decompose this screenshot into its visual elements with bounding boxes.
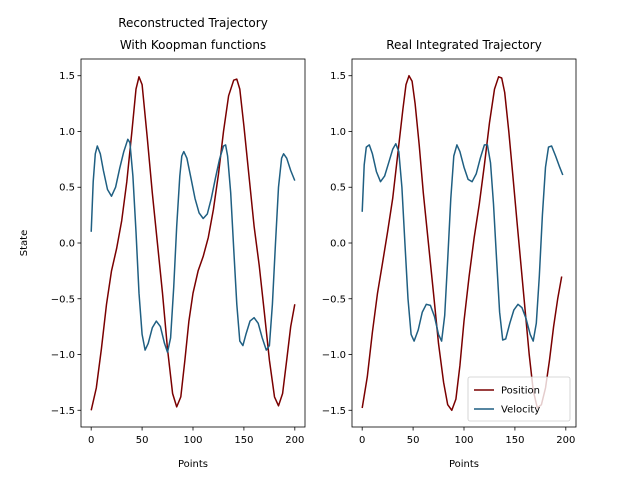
chart-title: Real Integrated Trajectory <box>386 38 542 52</box>
series-line-velocity <box>90 138 296 354</box>
x-axis-label: Points <box>178 459 208 470</box>
y-tick-label: −0.5 <box>322 294 346 305</box>
x-tick-label: 50 <box>407 435 420 446</box>
legend-entry-velocity: Velocity <box>501 405 540 416</box>
y-tick-label: 1.0 <box>59 127 75 138</box>
y-tick-label: 1.5 <box>59 71 75 82</box>
x-tick-label: 100 <box>183 435 202 446</box>
x-tick-label: 200 <box>285 435 304 446</box>
y-tick-label: 0.0 <box>330 239 346 250</box>
x-tick-label: 100 <box>454 435 473 446</box>
x-tick-label: 0 <box>359 435 365 446</box>
left-panel: 0 50 100 150 200 −1.5 −1.0 −0.5 0.0 0.5 1.0 1.5 Poin… <box>19 16 306 470</box>
x-tick-label: 150 <box>234 435 253 446</box>
y-tick-label: 0.0 <box>59 239 75 250</box>
x-axis-label: Points <box>449 459 479 470</box>
series-line-position <box>90 76 296 411</box>
chart-title: With Koopman functions <box>120 38 266 52</box>
legend-entry-position: Position <box>501 386 540 397</box>
y-axis-label: State <box>19 230 30 256</box>
legend: Position Velocity <box>467 376 571 422</box>
x-tick-label: 200 <box>556 435 575 446</box>
x-tick-label: 50 <box>136 435 149 446</box>
right-panel: 0 50 100 150 200 −1.5 −1.0 −0.5 0.0 0.5 1.0 1.5 Poin… <box>322 38 577 470</box>
y-tick-label: 0.5 <box>330 183 346 194</box>
chart-title: Reconstructed Trajectory <box>118 16 268 30</box>
y-tick-label: −1.5 <box>51 406 75 417</box>
y-tick-label: −1.0 <box>51 350 75 361</box>
y-tick-label: 1.0 <box>330 127 346 138</box>
x-tick-label: 0 <box>88 435 94 446</box>
series-line-position <box>361 74 563 412</box>
x-tick-label: 150 <box>505 435 524 446</box>
y-tick-label: 1.5 <box>330 71 346 82</box>
y-tick-label: −1.5 <box>322 406 346 417</box>
y-tick-label: −0.5 <box>51 294 75 305</box>
series-line-velocity <box>361 143 564 342</box>
y-tick-label: −1.0 <box>322 350 346 361</box>
y-tick-label: 0.5 <box>59 183 75 194</box>
legend-frame <box>467 376 571 422</box>
